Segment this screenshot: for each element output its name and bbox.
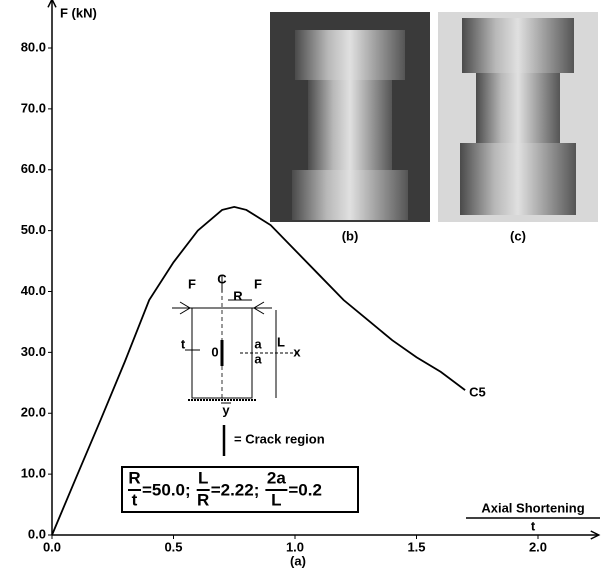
y-tick-label: 10.0 bbox=[21, 466, 46, 481]
x-tick-label: 1.5 bbox=[407, 539, 425, 554]
formula-num: L bbox=[198, 468, 208, 487]
y-arrow bbox=[47, 0, 57, 8]
photo-caption: (b) bbox=[342, 228, 359, 243]
y-tick-label: 50.0 bbox=[21, 222, 46, 237]
crack-legend: = Crack region bbox=[234, 431, 325, 446]
formula-box bbox=[121, 466, 359, 513]
series-line bbox=[51, 205, 466, 536]
formula-num: R bbox=[128, 468, 140, 487]
inset-diagram bbox=[172, 282, 300, 456]
inset-label: F bbox=[254, 276, 262, 291]
inset-label: y bbox=[222, 402, 230, 417]
formula-value: =2.22; bbox=[211, 480, 260, 499]
inset-label: F bbox=[188, 276, 196, 291]
x-axis-label: Axial Shortening bbox=[481, 500, 584, 515]
x-arrow bbox=[590, 530, 601, 540]
x-tick-label: 0.5 bbox=[164, 539, 182, 554]
inset-label: R bbox=[233, 288, 243, 303]
inset-label: 0 bbox=[211, 344, 218, 359]
y-tick-label: 40.0 bbox=[21, 283, 46, 298]
x-tick-label: 2.0 bbox=[529, 539, 547, 554]
y-tick-label: 80.0 bbox=[21, 39, 46, 54]
inset-label: a bbox=[254, 351, 262, 366]
photo-c bbox=[438, 12, 598, 222]
formula-value: =50.0; bbox=[142, 480, 191, 499]
formula-den: R bbox=[197, 490, 209, 509]
inset-label: L bbox=[277, 334, 285, 349]
series-label: C5 bbox=[469, 385, 486, 400]
y-tick-label: 70.0 bbox=[21, 100, 46, 115]
inset-label: a bbox=[254, 336, 262, 351]
x-axis-label-den: t bbox=[531, 518, 536, 533]
photo-caption: (c) bbox=[510, 228, 526, 243]
formula-den: L bbox=[271, 490, 281, 509]
y-tick-label: 0.0 bbox=[28, 526, 46, 541]
y-tick-label: 20.0 bbox=[21, 405, 46, 420]
y-tick-label: 60.0 bbox=[21, 161, 46, 176]
photo-b bbox=[270, 12, 430, 222]
y-axis-label: F (kN) bbox=[60, 5, 97, 20]
inset-label: t bbox=[181, 336, 186, 351]
x-tick-label: 0.0 bbox=[43, 539, 61, 554]
caption: (a) bbox=[290, 553, 306, 568]
x-tick-label: 1.0 bbox=[286, 539, 304, 554]
inset-label: x bbox=[293, 344, 301, 359]
formula-value: =0.2 bbox=[288, 480, 322, 499]
y-tick-label: 30.0 bbox=[21, 344, 46, 359]
formula-num: 2a bbox=[267, 468, 286, 487]
formula-den: t bbox=[132, 490, 138, 509]
